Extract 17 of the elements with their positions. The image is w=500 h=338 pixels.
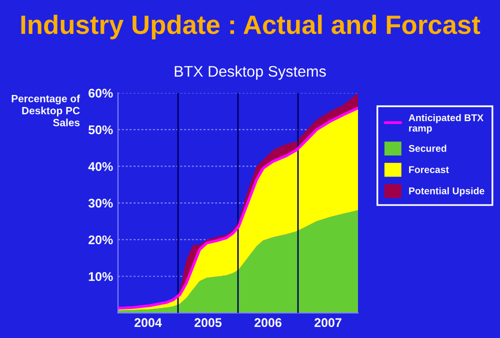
x-tick-label: 2006 — [254, 318, 282, 328]
y-tick-label: 40% — [88, 162, 113, 171]
legend-label: Anticipated BTX ramp — [408, 114, 484, 134]
chart-title: Industry Update : Actual and Forcast — [21, 14, 480, 40]
y-axis-title: Percentage of Desktop PC Sales — [12, 94, 80, 126]
legend-label: Potential Upside — [409, 187, 484, 196]
x-tick-label: 2007 — [314, 318, 342, 328]
chart-subtitle: BTX Desktop Systems — [174, 66, 326, 80]
x-tick-label: 2004 — [134, 318, 162, 328]
y-tick-label: 20% — [88, 235, 113, 244]
x-tick-label: 2005 — [194, 318, 222, 328]
legend-label: Secured — [408, 144, 446, 152]
y-tick-label: 10% — [88, 272, 113, 281]
legend-label: Forecast — [409, 166, 449, 174]
y-tick-label: 30% — [88, 198, 113, 208]
y-tick-label: 50% — [88, 125, 113, 134]
y-tick-label: 60% — [88, 88, 113, 98]
